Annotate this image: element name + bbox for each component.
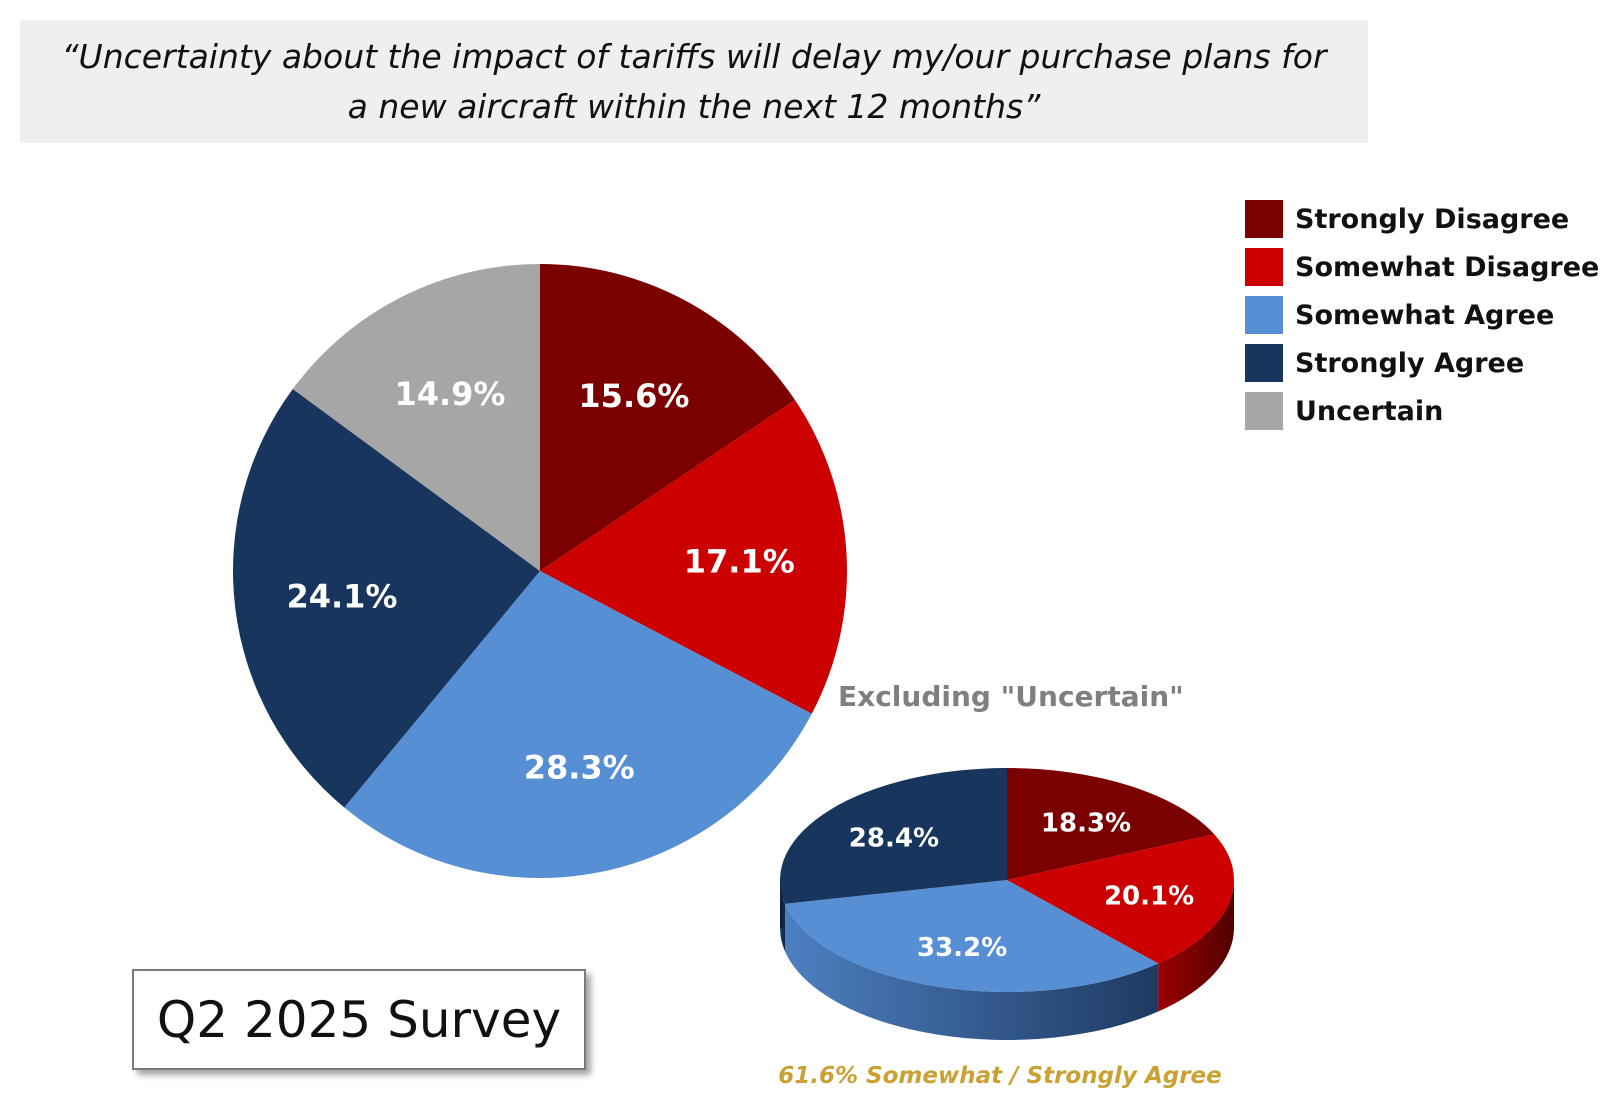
pie-slice-uncertain xyxy=(292,264,540,571)
legend-swatch xyxy=(1245,344,1283,382)
data-label-3d-somewhat-agree: 33.2% xyxy=(917,933,1007,963)
agree-footnote: 61.6% Somewhat / Strongly Agree xyxy=(778,1063,1222,1089)
pie-slice-strongly-disagree xyxy=(540,264,795,571)
legend-swatch xyxy=(1245,248,1283,286)
pie-slice-strongly-disagree xyxy=(1007,768,1215,880)
pie-slice-somewhat-disagree xyxy=(540,400,847,714)
data-label-somewhat-disagree: 17.1% xyxy=(684,542,795,580)
pie-slice-somewhat-agree xyxy=(344,571,812,878)
survey-label-box: Q2 2025 Survey xyxy=(132,969,586,1070)
data-label-3d-somewhat-disagree: 20.1% xyxy=(1104,882,1194,912)
excluding-uncertain-title: Excluding "Uncertain" xyxy=(838,680,1184,713)
legend-label: Uncertain xyxy=(1295,395,1444,427)
pie-side-somewhat-agree xyxy=(785,903,1159,1040)
data-label-strongly-disagree: 15.6% xyxy=(578,377,689,415)
legend-item-strongly-agree: Strongly Agree xyxy=(1245,344,1599,382)
pie-side-somewhat-disagree xyxy=(1158,880,1234,1012)
legend-label: Somewhat Disagree xyxy=(1295,251,1600,283)
pie-slice-somewhat-disagree xyxy=(1007,834,1234,964)
pie-slice-somewhat-agree xyxy=(785,880,1159,992)
legend-swatch xyxy=(1245,392,1283,430)
data-label-3d-strongly-disagree: 18.3% xyxy=(1041,809,1131,839)
legend-item-uncertain: Uncertain xyxy=(1245,392,1599,430)
data-label-3d-strongly-agree: 28.4% xyxy=(849,823,939,853)
legend-item-somewhat-agree: Somewhat Agree xyxy=(1245,296,1599,334)
legend-label: Strongly Agree xyxy=(1295,347,1525,379)
main-pie: 15.6% 17.1% 28.3% 24.1% 14.9% xyxy=(232,264,847,878)
legend-item-somewhat-disagree: Somewhat Disagree xyxy=(1245,248,1599,286)
legend: Strongly Disagree Somewhat Disagree Some… xyxy=(1245,200,1599,440)
pie-slice-strongly-agree xyxy=(779,768,1007,904)
legend-label: Strongly Disagree xyxy=(1295,203,1570,235)
survey-label: Q2 2025 Survey xyxy=(156,990,562,1049)
excluding-uncertain-pie: 18.3% 20.1% 33.2% 28.4% xyxy=(779,768,1234,1040)
title-box: “Uncertainty about the impact of tariffs… xyxy=(20,20,1368,143)
pie-slice-strongly-agree xyxy=(232,388,540,808)
legend-item-strongly-disagree: Strongly Disagree xyxy=(1245,200,1599,238)
data-label-uncertain: 14.9% xyxy=(394,375,505,413)
legend-swatch xyxy=(1245,296,1283,334)
data-label-somewhat-agree: 28.3% xyxy=(524,749,635,787)
legend-swatch xyxy=(1245,200,1283,238)
data-label-strongly-agree: 24.1% xyxy=(286,577,397,615)
legend-label: Somewhat Agree xyxy=(1295,299,1555,331)
chart-title: “Uncertainty about the impact of tariffs… xyxy=(61,36,1327,126)
